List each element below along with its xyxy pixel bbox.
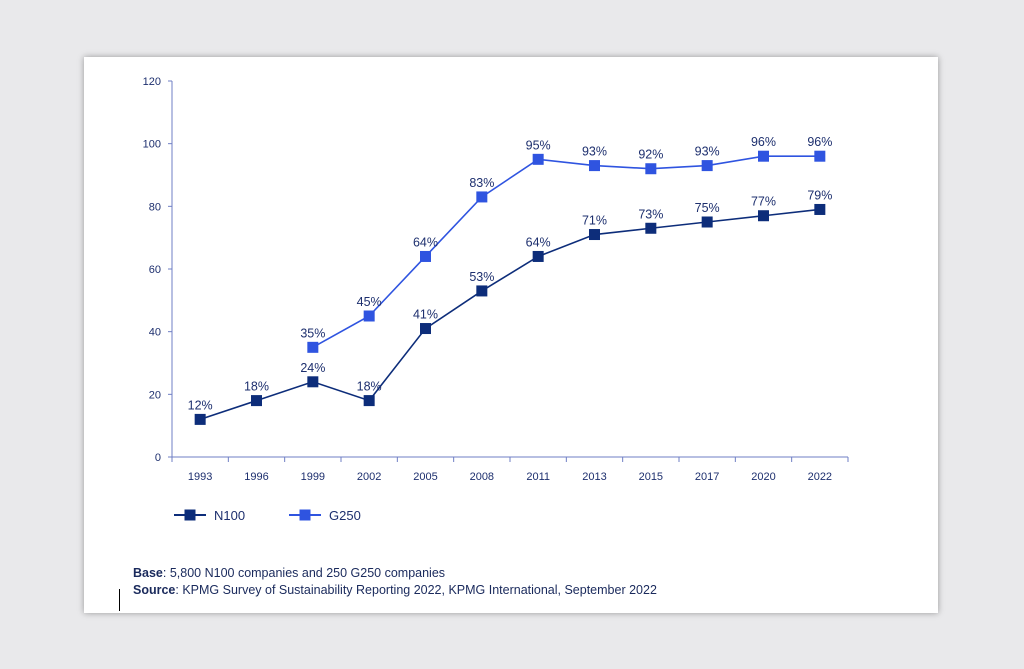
data-point-n100 [307,376,319,388]
x-tick-label: 2017 [695,471,719,483]
data-point-n100 [194,413,206,425]
y-tick-label: 120 [143,76,161,88]
x-tick-label: 1999 [301,471,325,483]
y-tick-label: 20 [149,389,161,401]
data-point-n100 [758,210,769,222]
x-tick-label: 2011 [526,471,550,483]
data-point-g250 [476,191,488,203]
x-tick-label: 2022 [808,471,832,483]
data-label-n100: 77% [751,195,776,209]
legend-item-g250: G250 [289,508,361,523]
legend-marker [184,509,196,521]
data-point-g250 [701,160,713,172]
x-axis-ticks: 1993 1996 1999 2002 2005 2008 2011 2013 2015 2017… [171,457,849,483]
footnote-source: Source: KPMG Survey of Sustainability Re… [133,583,657,597]
data-point-n100 [363,395,375,407]
text-cursor [119,589,120,611]
y-tick-label: 80 [149,201,161,213]
legend-label: G250 [329,508,361,523]
x-tick-label: 2020 [751,471,775,483]
data-point-n100 [420,323,431,335]
x-tick-label: 2005 [413,471,437,483]
y-axis-ticks: 0 20 40 60 80 100 120 [143,76,172,464]
data-label-n100: 18% [357,380,382,394]
data-point-g250 [758,150,769,162]
data-point-n100 [645,222,657,234]
data-label-n100: 79% [807,188,832,202]
data-label-n100: 71% [582,214,607,228]
data-point-g250 [814,150,826,162]
data-label-g250: 95% [526,138,551,152]
data-label-n100: 53% [469,270,494,284]
data-point-n100 [532,250,544,262]
data-point-g250 [532,153,544,165]
data-point-g250 [589,160,600,172]
data-label-n100: 73% [638,207,663,221]
data-label-g250: 96% [751,135,776,149]
x-tick-label: 2002 [357,471,381,483]
data-label-g250: 93% [582,145,607,159]
series-line-n100 [199,208,820,421]
data-point-n100 [701,216,713,228]
line-chart: 0 20 40 60 80 100 120 1993 1996 1999 2002 2005 2008… [143,76,849,523]
data-label-g250: 83% [469,176,494,190]
series-g250: 35% 45% 64% 83% 95% 93% 92% 93% 96% 96% [300,135,832,353]
data-label-n100: 64% [526,235,551,249]
footnote-base: Base: 5,800 N100 companies and 250 G250 … [133,566,445,580]
legend-item-n100: N100 [174,508,245,523]
data-label-g250: 64% [413,235,438,249]
data-label-g250: 35% [300,326,325,340]
series-line-g250 [312,155,820,349]
data-point-g250 [420,250,431,262]
x-tick-label: 1996 [244,471,268,483]
data-point-n100 [814,203,826,215]
data-point-g250 [645,163,657,175]
x-tick-label: 2008 [470,471,494,483]
data-point-g250 [363,310,375,322]
axes [171,81,848,458]
data-label-g250: 93% [695,145,720,159]
data-label-n100: 41% [413,308,438,322]
data-label-n100: 24% [300,361,325,375]
data-label-g250: 45% [357,295,382,309]
footnote-source-label: Source [133,583,176,597]
series-n100: 12% 18% 24% 18% 41% 53% 64% 71% 73% 75% 77% 79% [188,188,832,425]
legend-label: N100 [214,508,245,523]
data-label-n100: 18% [244,380,269,394]
footnote-source-text: : KPMG Survey of Sustainability Reportin… [175,583,657,597]
x-tick-label: 2013 [582,471,606,483]
y-tick-label: 60 [149,264,161,276]
chart-card: 0 20 40 60 80 100 120 1993 1996 1999 2002 2005 2008… [84,57,938,613]
data-point-n100 [589,229,600,241]
data-label-g250: 96% [807,135,832,149]
footnote-base-text: : 5,800 N100 companies and 250 G250 comp… [162,566,446,580]
data-point-n100 [251,395,262,407]
y-tick-label: 0 [155,452,161,464]
data-label-n100: 12% [188,398,213,412]
legend: N100 G250 [174,508,361,523]
data-label-g250: 92% [638,148,663,162]
y-tick-label: 40 [149,327,161,339]
series-layer: 12% 18% 24% 18% 41% 53% 64% 71% 73% 75% 77% 79% 35% 4… [188,135,832,425]
x-tick-label: 1993 [188,471,212,483]
y-tick-label: 100 [143,139,161,151]
data-label-n100: 75% [695,201,720,215]
data-point-g250 [307,341,319,353]
x-tick-label: 2015 [639,471,663,483]
data-point-n100 [476,285,488,297]
legend-marker [299,509,311,521]
footnote-base-label: Base [133,566,163,580]
